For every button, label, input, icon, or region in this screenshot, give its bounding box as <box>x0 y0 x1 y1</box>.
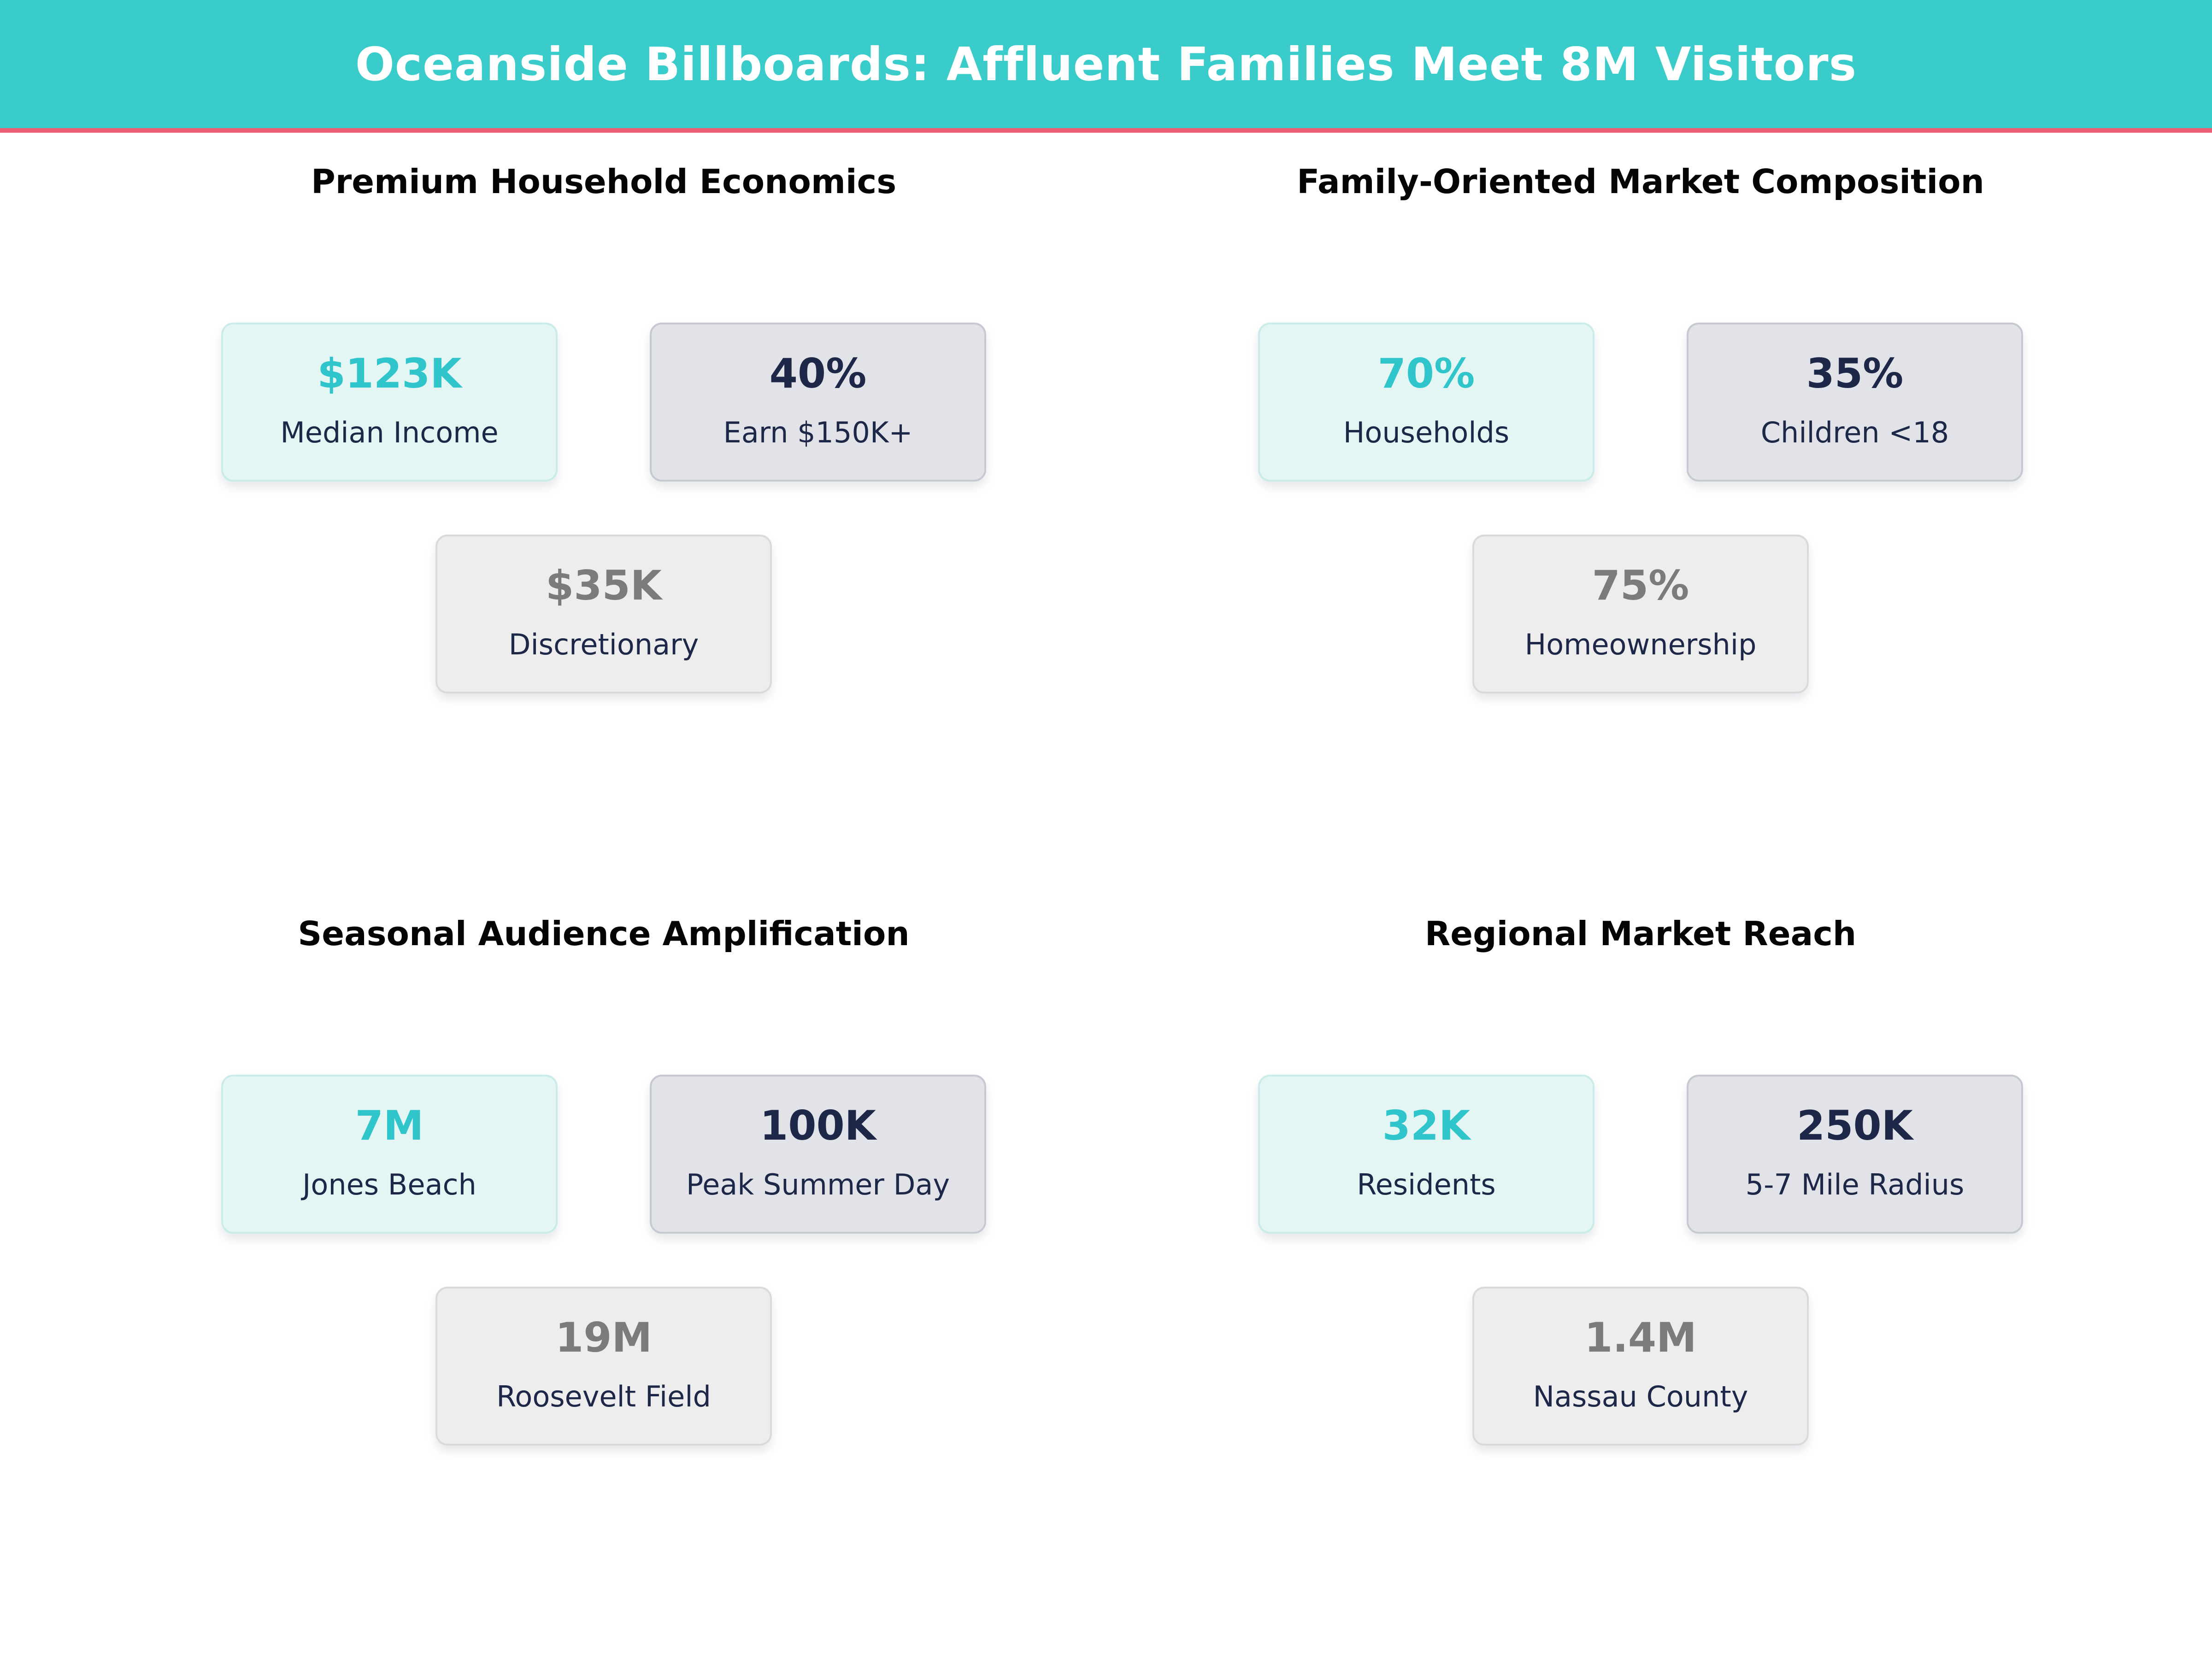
stat-card-roosevelt-field: 19M Roosevelt Field <box>435 1287 772 1446</box>
stat-card-residents: 32K Residents <box>1258 1075 1594 1234</box>
stat-label: Homeownership <box>1524 628 1757 662</box>
stat-card-mile-radius: 250K 5-7 Mile Radius <box>1687 1075 2023 1234</box>
stat-label: Earn $150K+ <box>723 416 913 450</box>
stat-label: 5-7 Mile Radius <box>1745 1168 1965 1202</box>
stat-card-homeownership: 75% Homeownership <box>1472 535 1809 694</box>
section-family-market-composition: Family-Oriented Market Composition 70% H… <box>1258 165 2023 694</box>
stat-card-children-under-18: 35% Children <18 <box>1687 323 2023 482</box>
stat-label: Jones Beach <box>302 1168 477 1202</box>
section-title: Seasonal Audience Amplification <box>298 914 910 953</box>
stat-value: 32K <box>1382 1102 1471 1149</box>
stat-value: 250K <box>1797 1102 1913 1149</box>
stat-card-households: 70% Households <box>1258 323 1594 482</box>
stat-value: 75% <box>1592 562 1689 609</box>
section-regional-market-reach: Regional Market Reach 32K Residents 250K… <box>1258 917 2023 1446</box>
stat-card-nassau-county: 1.4M Nassau County <box>1472 1287 1809 1446</box>
stat-value: 19M <box>555 1314 653 1361</box>
stat-label: Median Income <box>280 416 499 450</box>
page-title: Oceanside Billboards: Affluent Families … <box>355 37 1857 91</box>
content-grid: Premium Household Economics $123K Median… <box>0 133 2212 1446</box>
stat-value: 70% <box>1377 350 1475 397</box>
stat-card-earn-150k: 40% Earn $150K+ <box>650 323 986 482</box>
cards-row: 70% Households 35% Children <18 <box>1258 323 2023 482</box>
section-premium-household-economics: Premium Household Economics $123K Median… <box>221 165 986 694</box>
section-title: Family-Oriented Market Composition <box>1297 162 1984 201</box>
cards-row: 32K Residents 250K 5-7 Mile Radius <box>1258 1075 2023 1234</box>
stat-label: Residents <box>1357 1168 1496 1202</box>
stat-value: $35K <box>546 562 662 609</box>
stat-label: Children <18 <box>1760 416 1949 450</box>
stat-label: Nassau County <box>1533 1380 1748 1414</box>
stat-label: Peak Summer Day <box>686 1168 950 1202</box>
stat-card-median-income: $123K Median Income <box>221 323 558 482</box>
stat-label: Discretionary <box>508 628 699 662</box>
stat-label: Roosevelt Field <box>496 1380 711 1414</box>
stat-value: 7M <box>355 1102 424 1149</box>
stat-card-discretionary: $35K Discretionary <box>435 535 772 694</box>
header-banner: Oceanside Billboards: Affluent Families … <box>0 0 2212 133</box>
cards-row: 19M Roosevelt Field <box>221 1287 986 1446</box>
stat-value: $123K <box>317 350 462 397</box>
cards-row: 75% Homeownership <box>1258 535 2023 694</box>
section-title: Regional Market Reach <box>1424 914 1857 953</box>
cards-row: $35K Discretionary <box>221 535 986 694</box>
section-seasonal-audience: Seasonal Audience Amplification 7M Jones… <box>221 917 986 1446</box>
cards-row: 7M Jones Beach 100K Peak Summer Day <box>221 1075 986 1234</box>
stat-label: Households <box>1343 416 1510 450</box>
stat-card-jones-beach: 7M Jones Beach <box>221 1075 558 1234</box>
cards-row: $123K Median Income 40% Earn $150K+ <box>221 323 986 482</box>
cards-row: 1.4M Nassau County <box>1258 1287 2023 1446</box>
stat-value: 1.4M <box>1584 1314 1697 1361</box>
stat-value: 40% <box>769 350 867 397</box>
stat-value: 100K <box>760 1102 876 1149</box>
stat-card-peak-summer-day: 100K Peak Summer Day <box>650 1075 986 1234</box>
stat-value: 35% <box>1806 350 1904 397</box>
section-title: Premium Household Economics <box>311 162 897 201</box>
